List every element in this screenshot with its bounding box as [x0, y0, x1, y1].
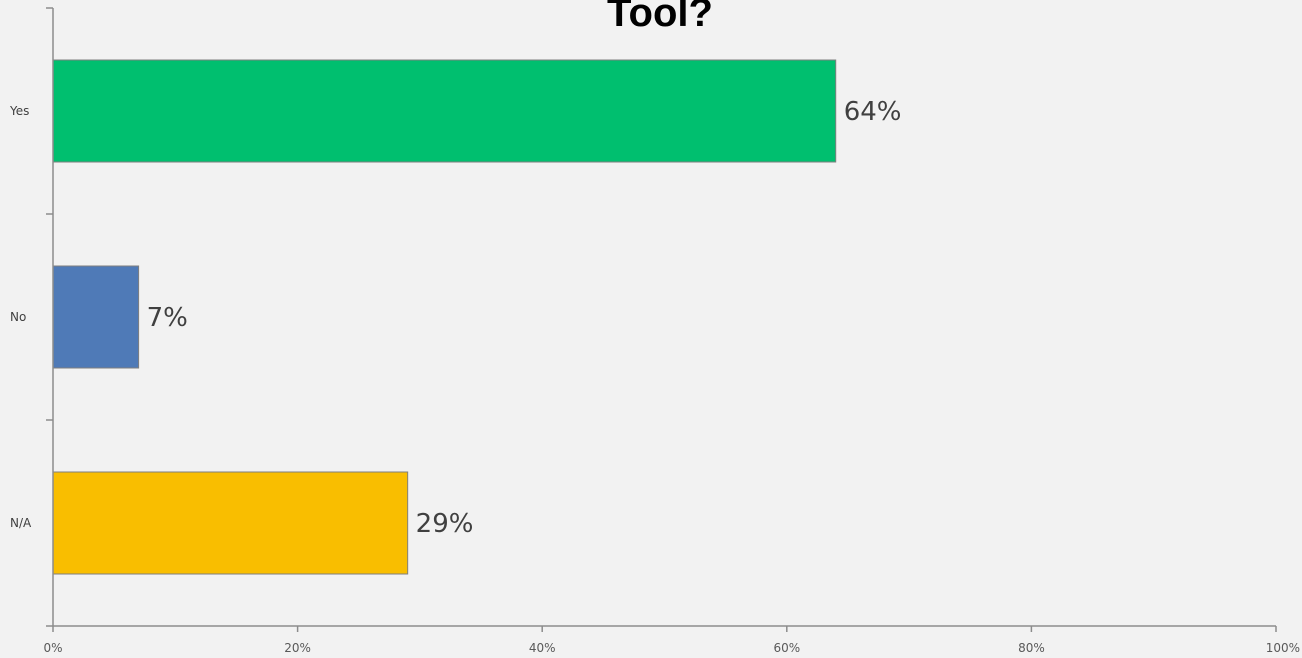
x-tick-label: 60% [773, 641, 800, 655]
data-label: 29% [416, 509, 474, 539]
category-label: Yes [9, 104, 29, 118]
x-tick-label: 20% [284, 641, 311, 655]
x-tick-label: 100% [1266, 641, 1300, 655]
labels-layer: Yes 64% No 7% N/A 29% 0% 20% 40% 60% 80% 100% [9, 97, 1300, 655]
axes-layer [46, 7, 1277, 632]
x-tick-label: 40% [529, 641, 556, 655]
bar-no [52, 265, 140, 369]
chart-title: Tool? [607, 0, 713, 35]
x-tick-label: 80% [1018, 641, 1045, 655]
category-label: N/A [10, 516, 32, 530]
category-label: No [10, 310, 26, 324]
x-tick-label: 0% [43, 641, 62, 655]
data-label: 64% [844, 97, 902, 127]
bar-n-a [52, 471, 409, 575]
data-label: 7% [147, 303, 188, 333]
bars-layer [52, 59, 837, 575]
bar-yes [52, 59, 837, 163]
